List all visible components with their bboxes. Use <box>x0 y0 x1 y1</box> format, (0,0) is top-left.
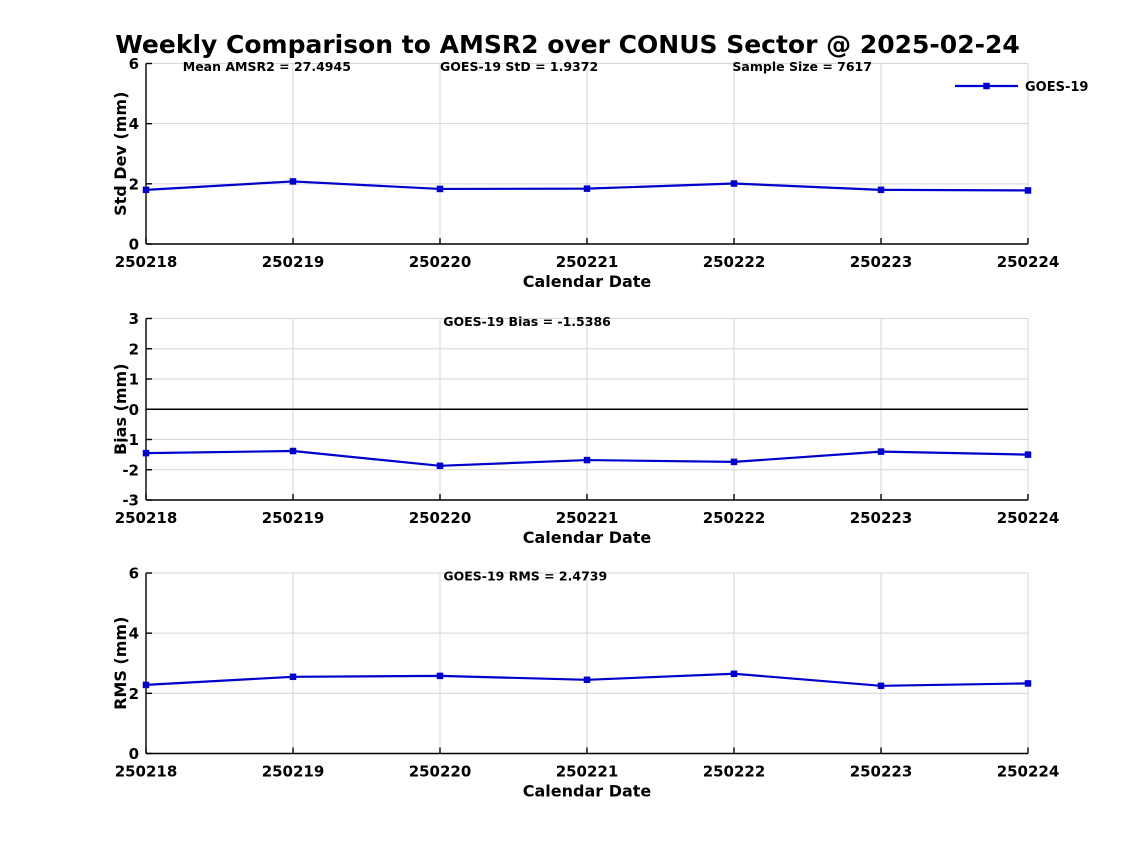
y-tick-label: 6 <box>129 55 139 73</box>
x-tick-label: 250218 <box>115 253 178 271</box>
annotation-std-dev: Sample Size = 7617 <box>732 59 872 74</box>
x-tick-label: 250224 <box>997 763 1060 781</box>
y-tick-label: 2 <box>129 685 139 703</box>
data-point-marker <box>1024 187 1032 194</box>
x-tick-label: 250220 <box>409 253 472 271</box>
x-tick-label: 250222 <box>703 763 766 781</box>
data-point-marker <box>730 458 738 466</box>
y-tick-label: 3 <box>129 310 139 328</box>
data-point-marker <box>142 681 150 689</box>
x-tick-label: 250221 <box>556 253 619 271</box>
x-axis-label: Calendar Date <box>523 782 652 801</box>
data-point-marker <box>289 673 297 681</box>
figure-title: Weekly Comparison to AMSR2 over CONUS Se… <box>115 30 1020 59</box>
y-tick-label: 2 <box>129 340 139 358</box>
x-tick-label: 250222 <box>703 253 766 271</box>
x-tick-label: 250224 <box>997 509 1060 527</box>
x-tick-label: 250219 <box>262 509 325 527</box>
x-tick-label: 250223 <box>850 253 913 271</box>
annotation-rms: GOES-19 RMS = 2.4739 <box>443 569 607 584</box>
data-point-marker <box>142 186 150 194</box>
x-tick-label: 250222 <box>703 509 766 527</box>
x-axis-label: Calendar Date <box>523 528 652 547</box>
y-tick-label: 0 <box>129 236 139 254</box>
legend-marker <box>983 82 990 90</box>
x-tick-label: 250221 <box>556 763 619 781</box>
y-tick-label: 6 <box>129 565 139 583</box>
x-tick-label: 250220 <box>409 509 472 527</box>
y-tick-label: 4 <box>129 625 139 643</box>
legend-label: GOES-19 <box>1025 80 1088 95</box>
x-tick-label: 250219 <box>262 763 325 781</box>
x-axis-label: Calendar Date <box>523 272 652 291</box>
data-point-marker <box>877 186 885 194</box>
y-tick-label: 4 <box>129 115 139 133</box>
y-tick-label: 0 <box>129 401 139 419</box>
y-tick-label: 2 <box>129 175 139 193</box>
data-point-marker <box>1024 451 1032 458</box>
data-point-marker <box>436 462 444 470</box>
x-tick-label: 250218 <box>115 763 178 781</box>
y-tick-label: 0 <box>129 745 139 763</box>
x-tick-label: 250223 <box>850 763 913 781</box>
y-tick-label: 1 <box>129 371 139 389</box>
data-point-marker <box>583 185 591 192</box>
y-tick-label: -1 <box>122 431 139 449</box>
annotation-std-dev: Mean AMSR2 = 27.4945 <box>183 59 351 74</box>
data-point-marker <box>436 185 444 193</box>
data-point-marker <box>730 670 738 678</box>
annotation-bias: GOES-19 Bias = -1.5386 <box>443 314 611 329</box>
y-tick-label: -2 <box>122 461 139 479</box>
data-point-marker <box>583 676 591 684</box>
data-point-marker <box>730 180 738 187</box>
annotation-std-dev: GOES-19 StD = 1.9372 <box>440 59 598 74</box>
x-tick-label: 250224 <box>997 253 1060 271</box>
x-tick-label: 250221 <box>556 509 619 527</box>
x-tick-label: 250220 <box>409 763 472 781</box>
data-point-marker <box>1024 680 1032 687</box>
data-point-marker <box>583 456 591 464</box>
y-tick-label: -3 <box>122 492 139 510</box>
data-point-marker <box>436 672 444 680</box>
x-tick-label: 250223 <box>850 509 913 527</box>
y-axis-label: RMS (mm) <box>111 617 130 710</box>
data-point-marker <box>877 682 885 690</box>
x-tick-label: 250218 <box>115 509 178 527</box>
y-axis-label: Std Dev (mm) <box>111 92 130 216</box>
data-point-marker <box>289 447 297 455</box>
data-point-marker <box>877 448 885 455</box>
data-point-marker <box>289 178 297 185</box>
data-point-marker <box>142 449 150 457</box>
x-tick-label: 250219 <box>262 253 325 271</box>
y-axis-label: Bias (mm) <box>111 363 130 455</box>
